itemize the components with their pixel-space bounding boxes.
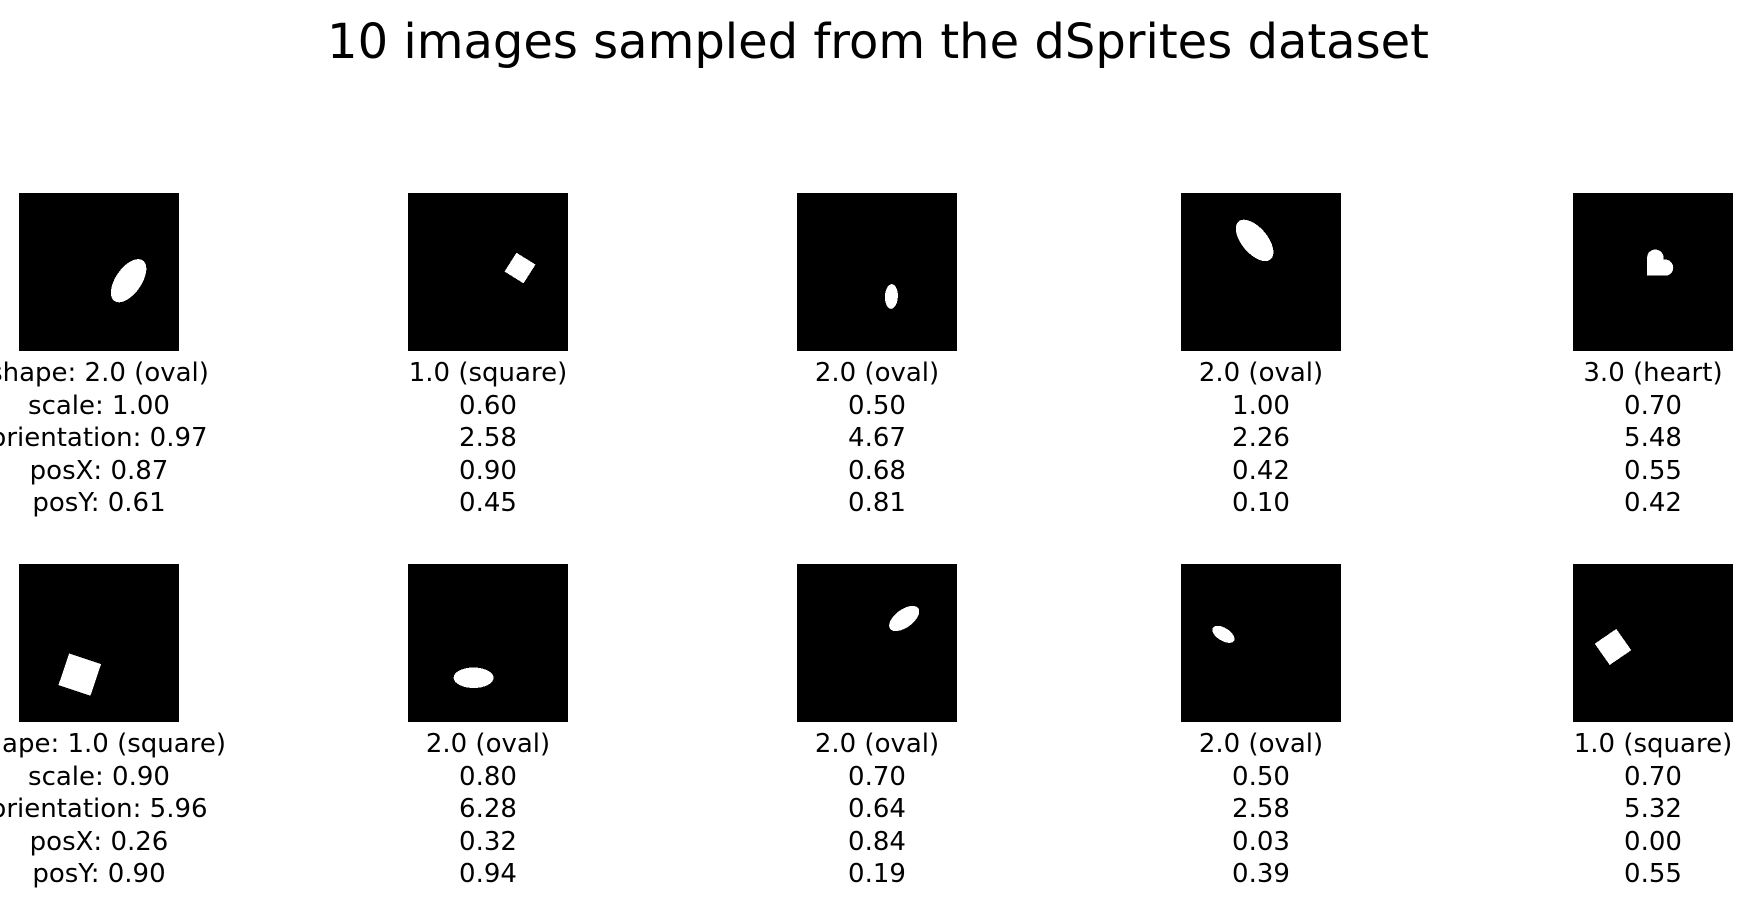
label-shape: 1.0 (square) [1573,729,1733,759]
sample-labels: shape: 1.0 (square)scale: 0.90orientatio… [0,728,299,891]
label-posx: posX: 0.26 [29,826,169,857]
label-posy: 0.81 [848,488,906,518]
sample-labels: 2.0 (oval) 0.50 2.58 0.03 0.39 [1061,728,1461,891]
label-shape: 2.0 (oval) [1198,729,1324,759]
sprite-square [1594,628,1632,665]
label-posy: 0.19 [848,859,906,889]
label-orientation: 5.48 [1624,423,1682,453]
label-posy: 0.39 [1232,859,1290,889]
sprite-image [797,193,957,351]
label-posy: 0.42 [1624,488,1682,518]
sprite-image [1573,564,1733,722]
image-background [1181,193,1341,351]
label-posx: 0.03 [1232,826,1290,857]
label-shape: 2.0 (oval) [1198,358,1324,388]
sprite-image [1573,193,1733,351]
label-orientation: 6.28 [459,794,517,824]
label-orientation: 2.58 [1232,794,1290,824]
sprite-image [1181,193,1341,351]
label-orientation: 5.32 [1624,794,1682,824]
label-shape: shape: 2.0 (oval) [0,358,209,388]
label-shape: 2.0 (oval) [814,358,940,388]
label-shape: 2.0 (oval) [425,729,551,759]
label-orientation: orientation: 5.96 [0,794,208,824]
sample-labels: 1.0 (square) 0.60 2.58 0.90 0.45 [288,357,688,520]
label-scale: 0.50 [848,390,906,421]
label-scale: 0.70 [1624,390,1682,421]
sprite-image [408,193,568,351]
label-posx: 0.55 [1624,455,1682,486]
label-posy: 0.45 [459,488,517,518]
label-orientation: 2.26 [1232,423,1290,453]
label-posy: 0.55 [1624,859,1682,889]
image-background [797,193,957,351]
label-shape: 1.0 (square) [408,358,568,388]
label-posx: 0.32 [459,826,517,857]
image-background [408,564,568,722]
sprite-oval [1212,625,1235,643]
image-background [19,564,179,722]
label-posy: 0.10 [1232,488,1290,518]
image-background [797,564,957,722]
label-orientation: orientation: 0.97 [0,423,208,453]
figure-title: 10 images sampled from the dSprites data… [327,14,1429,70]
label-orientation: 4.67 [848,423,906,453]
sprite-image [19,564,179,722]
sprite-oval [884,284,898,309]
sample-labels: 2.0 (oval) 1.00 2.26 0.42 0.10 [1061,357,1461,520]
sprite-image [797,564,957,722]
label-shape: 3.0 (heart) [1583,358,1723,388]
sample-labels: shape: 2.0 (oval) scale: 1.00 orientation:… [0,357,299,520]
sprite-oval [453,667,494,689]
sample-labels: 2.0 (oval) 0.70 0.64 0.84 0.19 [677,728,1077,891]
label-orientation: 0.64 [848,794,906,824]
sprite-heart [1646,249,1674,276]
sprite-image [19,193,179,351]
sample-labels: 2.0 (oval) 0.80 6.28 0.32 0.94 [288,728,688,891]
sprite-oval [889,605,920,632]
image-background [1181,564,1341,722]
label-scale: 0.60 [459,390,517,421]
label-scale: scale: 1.00 [28,390,170,421]
label-posx: 0.00 [1624,826,1682,857]
label-posy: posY: 0.90 [32,859,166,889]
sprite-oval [1235,219,1274,262]
sprite-image [408,564,568,722]
label-scale: 0.50 [1232,761,1290,792]
label-posy: posY: 0.61 [32,488,166,518]
label-orientation: 2.58 [459,423,517,453]
sprite-square [58,653,102,696]
label-posx: 0.84 [848,826,906,857]
image-background [19,193,179,351]
label-shape: shape: 1.0 (square) [0,729,226,759]
label-posx: posX: 0.87 [29,455,169,486]
sample-labels: 1.0 (square) 0.70 5.32 0.00 0.55 [1453,728,1746,891]
sprite-oval [110,259,147,303]
label-scale: 0.70 [1624,761,1682,792]
sprite-image [1181,564,1341,722]
label-shape: 2.0 (oval) [814,729,940,759]
label-posx: 0.68 [848,455,906,486]
label-posx: 0.42 [1232,455,1290,486]
label-posx: 0.90 [459,455,517,486]
sprite-square [504,252,536,284]
sample-labels: 2.0 (oval) 0.50 4.67 0.68 0.81 [677,357,1077,520]
label-scale: 0.70 [848,761,906,792]
label-scale: 0.80 [459,761,517,792]
sample-labels: 3.0 (heart) 0.70 5.48 0.55 0.42 [1453,357,1746,520]
label-posy: 0.94 [459,859,517,889]
image-background [408,193,568,351]
label-scale: scale: 0.90 [28,761,170,792]
label-scale: 1.00 [1232,390,1290,421]
